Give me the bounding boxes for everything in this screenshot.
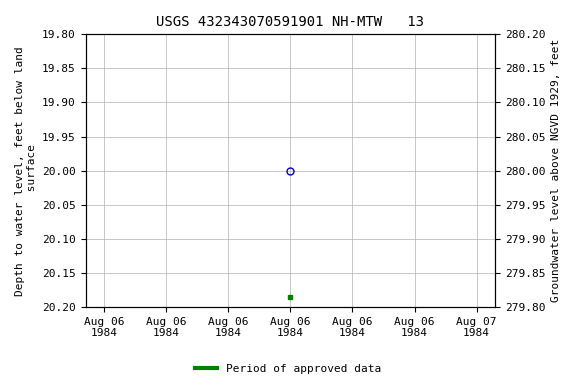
Y-axis label: Depth to water level, feet below land
 surface: Depth to water level, feet below land su… bbox=[15, 46, 37, 296]
Y-axis label: Groundwater level above NGVD 1929, feet: Groundwater level above NGVD 1929, feet bbox=[551, 39, 561, 302]
Title: USGS 432343070591901 NH-MTW   13: USGS 432343070591901 NH-MTW 13 bbox=[157, 15, 425, 29]
Legend: Period of approved data: Period of approved data bbox=[191, 359, 385, 379]
